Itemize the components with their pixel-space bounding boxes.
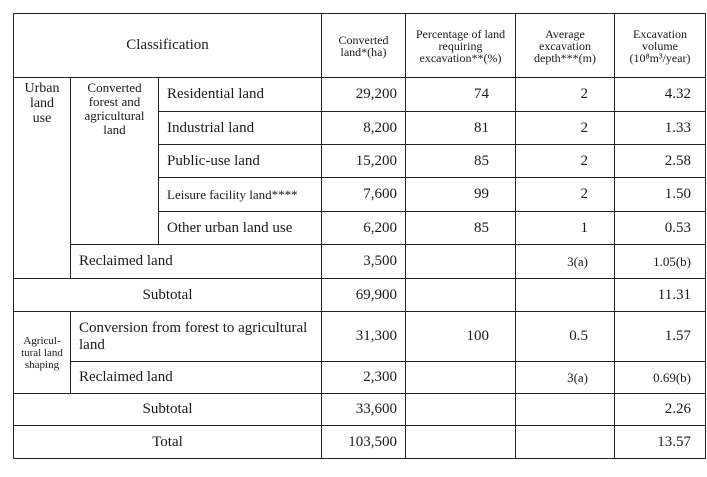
table-row: Leisure facility land**** 7,600 99 2 1.5… xyxy=(14,177,706,212)
cell-depth xyxy=(515,425,615,459)
cell-percentage: 81 xyxy=(405,111,516,145)
cell-volume: 2.26 xyxy=(614,393,706,426)
row-label: Total xyxy=(13,425,322,459)
cell-percentage: 100 xyxy=(405,311,516,362)
row-label: Reclaimed land xyxy=(70,361,322,394)
cell-converted: 33,600 xyxy=(321,393,406,426)
row-label: Conversion from forest to agricultural l… xyxy=(70,311,322,362)
cell-volume: 11.31 xyxy=(614,278,706,312)
cell-converted: 31,300 xyxy=(321,311,406,362)
cell-percentage: 74 xyxy=(405,77,516,112)
table-row: Reclaimed land 3,500 3(a) 1.05(b) xyxy=(14,244,706,279)
cell-depth: 2 xyxy=(515,177,615,212)
table-row: Industrial land 8,200 81 2 1.33 xyxy=(14,111,706,145)
cell-volume: 1.57 xyxy=(614,311,706,362)
cell-converted: 3,500 xyxy=(321,244,406,279)
header-depth: Average excavation depth***(m) xyxy=(515,13,615,78)
excavation-table-container: Classification Converted land*(ha) Perce… xyxy=(13,13,706,459)
header-classification: Classification xyxy=(13,13,322,78)
table-row: Urban land use Converted forest and agri… xyxy=(13,77,706,279)
cell-depth xyxy=(515,278,615,312)
subtotal-row: Subtotal 33,600 2.26 xyxy=(13,393,706,426)
cell-volume: 1.50 xyxy=(614,177,706,212)
header-volume: Excavation volume (10⁸m³/year) xyxy=(614,13,706,78)
group-urban-land-use: Urban land use xyxy=(13,77,71,279)
table-row: Reclaimed land 2,300 3(a) 0.69(b) xyxy=(14,361,706,394)
row-label: Subtotal xyxy=(13,393,322,426)
cell-percentage xyxy=(405,393,516,426)
header-converted-land: Converted land*(ha) xyxy=(321,13,406,78)
row-label: Other urban land use xyxy=(158,211,322,245)
header-row: Classification Converted land*(ha) Perce… xyxy=(13,13,706,78)
group-agricultural-land-shaping: Agricul-tural land shaping xyxy=(13,311,71,394)
cell-percentage: 99 xyxy=(405,177,516,212)
cell-percentage xyxy=(405,278,516,312)
cell-converted: 8,200 xyxy=(321,111,406,145)
cell-converted: 29,200 xyxy=(321,77,406,112)
cell-converted: 2,300 xyxy=(321,361,406,394)
cell-percentage xyxy=(405,244,516,279)
cell-percentage: 85 xyxy=(405,211,516,245)
row-label: Residential land xyxy=(158,77,322,112)
group-converted-forest: Converted forest and agricultural land xyxy=(70,77,159,245)
cell-depth: 3(a) xyxy=(515,244,615,279)
cell-depth: 3(a) xyxy=(515,361,615,394)
cell-volume: 13.57 xyxy=(614,425,706,459)
cell-volume: 2.58 xyxy=(614,144,706,178)
row-label: Reclaimed land xyxy=(70,244,322,279)
cell-depth xyxy=(515,393,615,426)
row-label: Leisure facility land**** xyxy=(158,177,322,212)
cell-depth: 2 xyxy=(515,144,615,178)
excavation-volume-table: Classification Converted land*(ha) Perce… xyxy=(13,13,706,459)
cell-depth: 2 xyxy=(515,111,615,145)
cell-volume: 1.05(b) xyxy=(614,244,706,279)
cell-converted: 69,900 xyxy=(321,278,406,312)
cell-depth: 2 xyxy=(515,77,615,112)
cell-converted: 103,500 xyxy=(321,425,406,459)
cell-percentage: 85 xyxy=(405,144,516,178)
cell-depth: 0.5 xyxy=(515,311,615,362)
row-label: Subtotal xyxy=(13,278,322,312)
subtotal-row: Subtotal 69,900 11.31 xyxy=(13,278,706,312)
cell-converted: 6,200 xyxy=(321,211,406,245)
cell-converted: 15,200 xyxy=(321,144,406,178)
cell-depth: 1 xyxy=(515,211,615,245)
cell-volume: 0.69(b) xyxy=(614,361,706,394)
header-percentage: Percentage of land requiring excavation*… xyxy=(405,13,516,78)
cell-volume: 0.53 xyxy=(614,211,706,245)
row-label: Industrial land xyxy=(158,111,322,145)
cell-percentage xyxy=(405,425,516,459)
total-row: Total 103,500 13.57 xyxy=(13,425,706,459)
cell-volume: 1.33 xyxy=(614,111,706,145)
table-row: Other urban land use 6,200 85 1 0.53 xyxy=(14,211,706,245)
cell-volume: 4.32 xyxy=(614,77,706,112)
table-row: Agricul-tural land shaping Conversion fr… xyxy=(13,311,706,394)
table-row: Public-use land 15,200 85 2 2.58 xyxy=(14,144,706,178)
cell-percentage xyxy=(405,361,516,394)
cell-converted: 7,600 xyxy=(321,177,406,212)
row-label: Public-use land xyxy=(158,144,322,178)
